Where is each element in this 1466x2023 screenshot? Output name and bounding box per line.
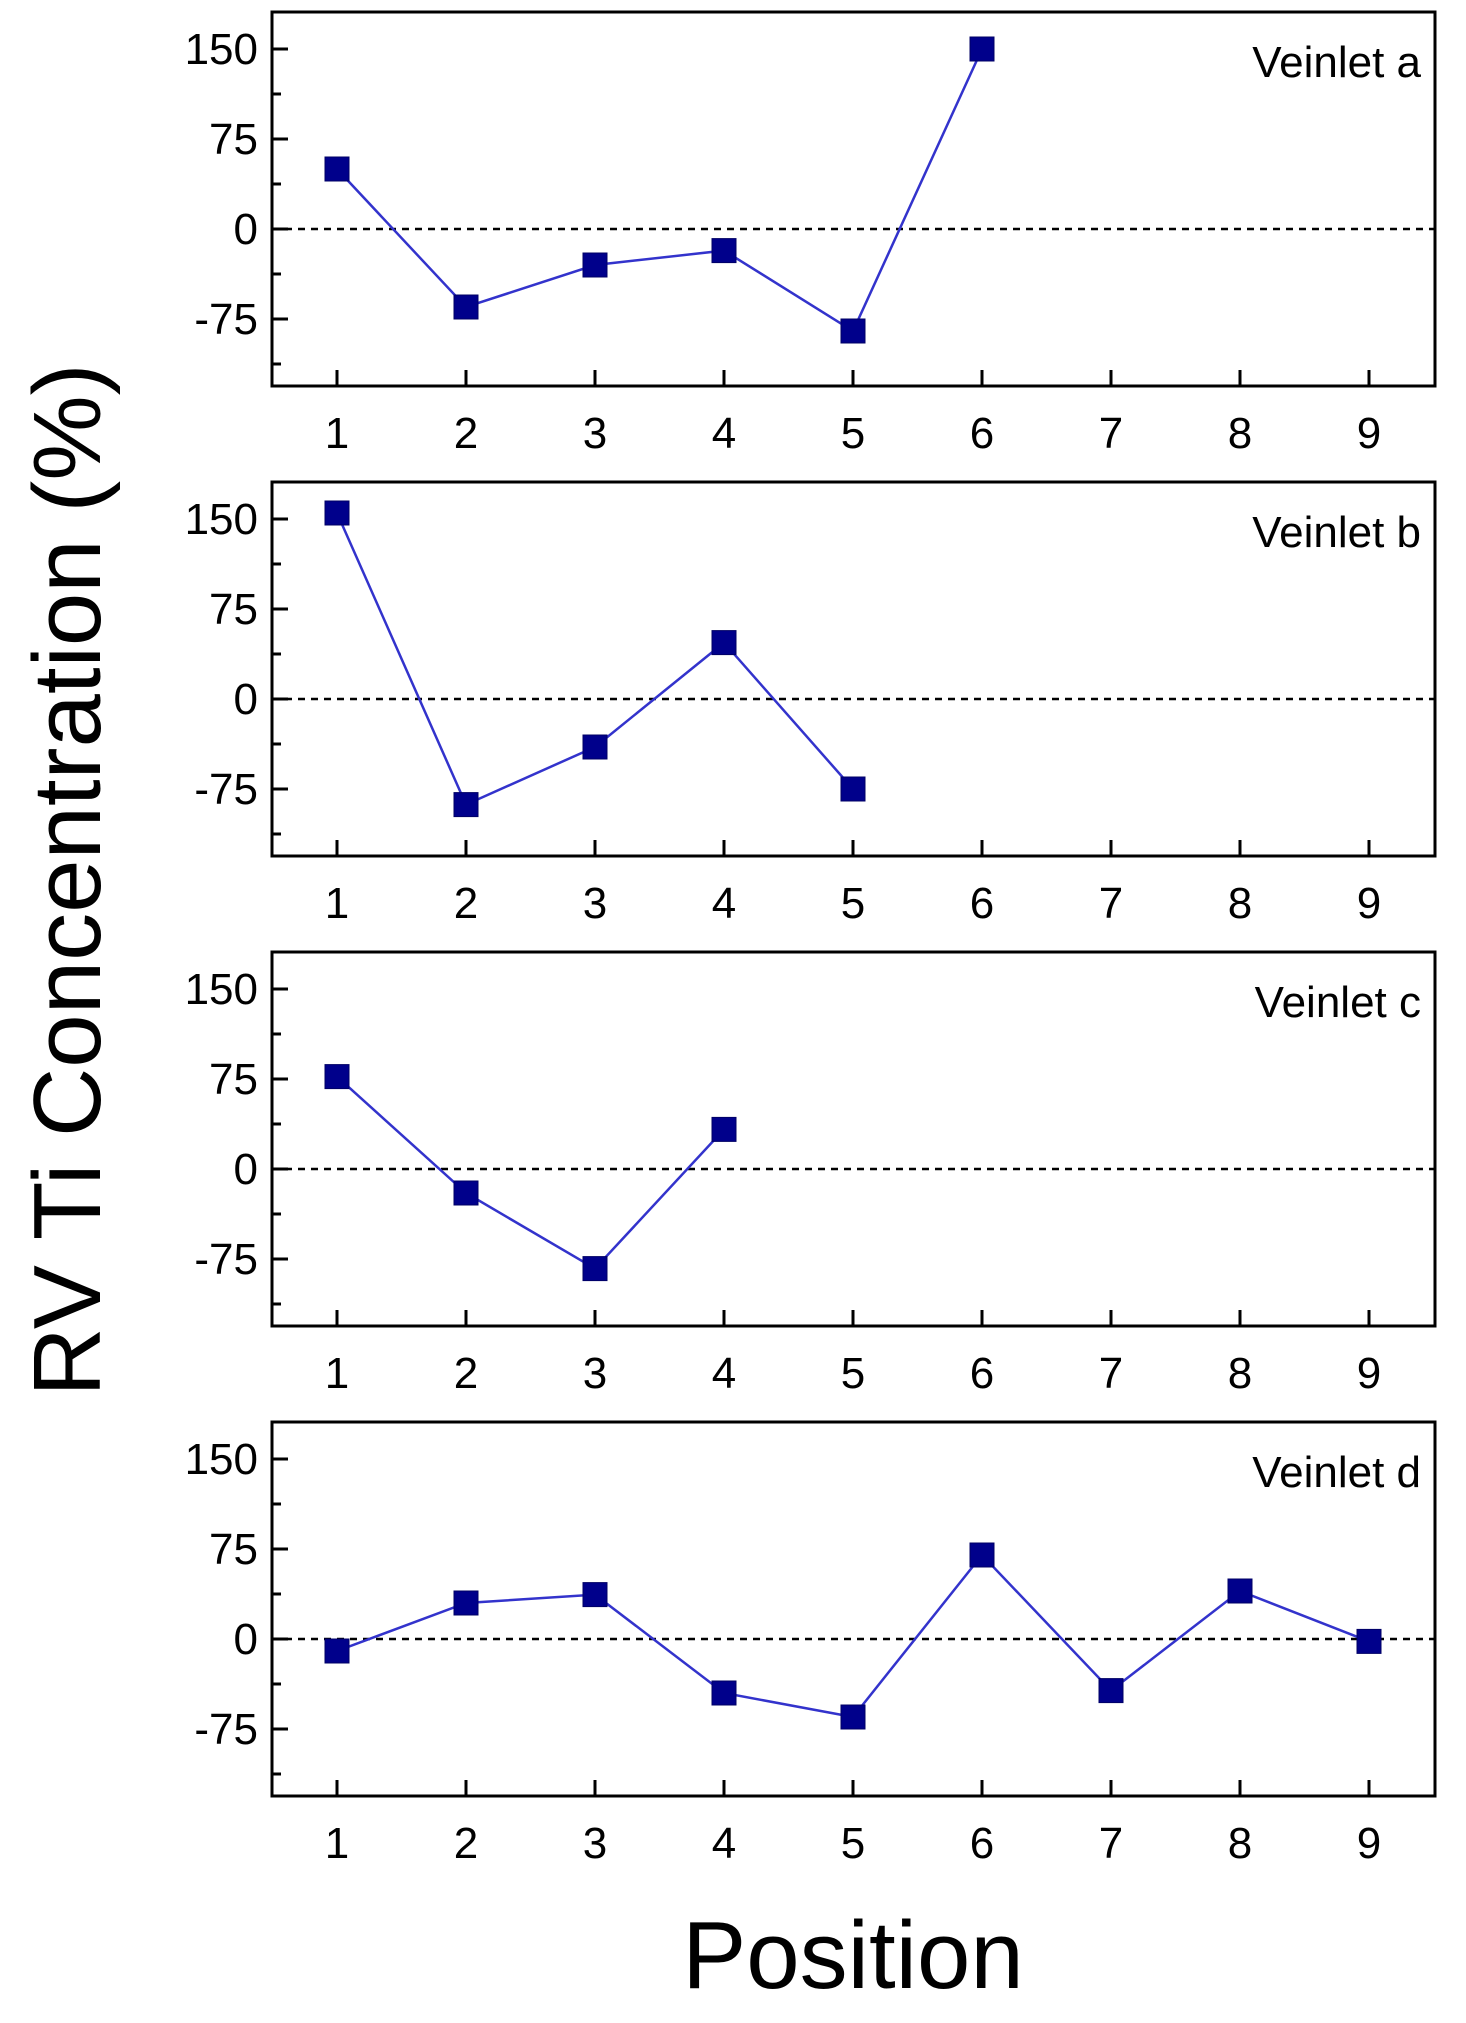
- panel-2: 150 75 0 -75 1 2 3 4 5 6 7 8 9 Veinlet b: [185, 480, 1437, 928]
- x-tick-label: 3: [583, 1819, 607, 1868]
- x-tick-label: 5: [841, 409, 865, 458]
- x-tick-label: 1: [325, 1819, 349, 1868]
- series-line: [335, 512, 854, 807]
- x-tick-label: 9: [1357, 1349, 1381, 1398]
- data-point: [582, 1582, 608, 1608]
- panel-label: Veinlet b: [1252, 508, 1421, 557]
- y-tick-label: 75: [209, 1055, 258, 1104]
- x-tick-label: 2: [454, 879, 478, 928]
- y-tick-label: 0: [234, 205, 258, 254]
- data-point: [582, 734, 608, 760]
- x-tick-label: 5: [841, 1819, 865, 1868]
- x-tick-label: 8: [1228, 409, 1252, 458]
- x-tick-label: 3: [583, 879, 607, 928]
- y-tick-label: 150: [185, 1435, 258, 1484]
- x-tick-label: 4: [712, 1349, 736, 1398]
- panel-label: Veinlet a: [1252, 38, 1421, 87]
- data-point: [453, 1180, 479, 1206]
- x-tick-label: 6: [970, 1349, 994, 1398]
- x-tick-label: 2: [454, 1819, 478, 1868]
- x-tick-label: 8: [1228, 1819, 1252, 1868]
- data-point: [840, 1704, 866, 1730]
- x-tick-label: 4: [712, 879, 736, 928]
- x-tick-label: 1: [325, 1349, 349, 1398]
- x-tick-label: 3: [583, 409, 607, 458]
- y-tick-label: 75: [209, 1525, 258, 1574]
- data-point: [840, 318, 866, 344]
- data-point: [1356, 1628, 1382, 1654]
- panel-label: Veinlet c: [1255, 978, 1421, 1027]
- data-point: [582, 1256, 608, 1282]
- y-tick-label: -75: [194, 1235, 258, 1284]
- x-tick-label: 2: [454, 1349, 478, 1398]
- data-point: [711, 238, 737, 264]
- x-tick-label: 3: [583, 1349, 607, 1398]
- x-tick-label: 7: [1099, 1349, 1123, 1398]
- y-tick-label: 0: [234, 1145, 258, 1194]
- x-tick-label: 6: [970, 879, 994, 928]
- x-tick-label: 9: [1357, 879, 1381, 928]
- y-tick-label: 150: [185, 965, 258, 1014]
- series-line: [336, 48, 984, 333]
- data-point: [324, 1638, 350, 1664]
- panel-1: 150 75 0 -75 1 2 3 4 5 6 7 8 9 Veinlet a: [185, 10, 1437, 458]
- y-tick-label: -75: [194, 765, 258, 814]
- data-point: [711, 1116, 737, 1142]
- y-tick-label: -75: [194, 1705, 258, 1754]
- x-tick-label: 7: [1099, 879, 1123, 928]
- panel-label: Veinlet d: [1252, 1448, 1421, 1497]
- x-tick-label: 5: [841, 879, 865, 928]
- y-tick-label: 150: [185, 25, 258, 74]
- y-tick-label: 75: [209, 115, 258, 164]
- data-point: [324, 1064, 350, 1090]
- x-tick-label: 4: [712, 1819, 736, 1868]
- panel-4: 150 75 0 -75 1 2 3 4 5 6 7 8 9 Veinlet d: [185, 1420, 1437, 1868]
- data-point: [453, 1590, 479, 1616]
- data-point: [324, 156, 350, 182]
- x-tick-label: 8: [1228, 1349, 1252, 1398]
- data-point: [453, 792, 479, 818]
- x-tick-label: 6: [970, 1819, 994, 1868]
- x-tick-label: 9: [1357, 409, 1381, 458]
- y-tick-label: 0: [234, 675, 258, 724]
- x-axis-title: Position: [682, 1902, 1024, 2009]
- data-point: [840, 776, 866, 802]
- x-tick-label: 6: [970, 409, 994, 458]
- data-point: [1098, 1678, 1124, 1704]
- x-tick-label: 8: [1228, 879, 1252, 928]
- y-tick-label: 150: [185, 495, 258, 544]
- y-tick-label: 75: [209, 585, 258, 634]
- y-axis-title: RV Ti Concentration (%): [14, 363, 121, 1396]
- data-point: [969, 36, 995, 62]
- data-point: [969, 1542, 995, 1568]
- data-point: [324, 500, 350, 526]
- panel-3: 150 75 0 -75 1 2 3 4 5 6 7 8 9 Veinlet c: [185, 950, 1437, 1398]
- x-tick-label: 4: [712, 409, 736, 458]
- data-point: [1227, 1578, 1253, 1604]
- series-line: [336, 1075, 725, 1271]
- x-tick-label: 1: [325, 409, 349, 458]
- data-point: [711, 630, 737, 656]
- x-tick-label: 7: [1099, 1819, 1123, 1868]
- x-tick-label: 5: [841, 1349, 865, 1398]
- y-tick-label: 0: [234, 1615, 258, 1664]
- y-tick-label: -75: [194, 295, 258, 344]
- x-tick-label: 7: [1099, 409, 1123, 458]
- data-point: [582, 252, 608, 278]
- x-tick-label: 9: [1357, 1819, 1381, 1868]
- data-point: [453, 294, 479, 320]
- x-tick-label: 2: [454, 409, 478, 458]
- x-tick-label: 1: [325, 879, 349, 928]
- series-line: [336, 1553, 1370, 1719]
- data-point: [711, 1680, 737, 1706]
